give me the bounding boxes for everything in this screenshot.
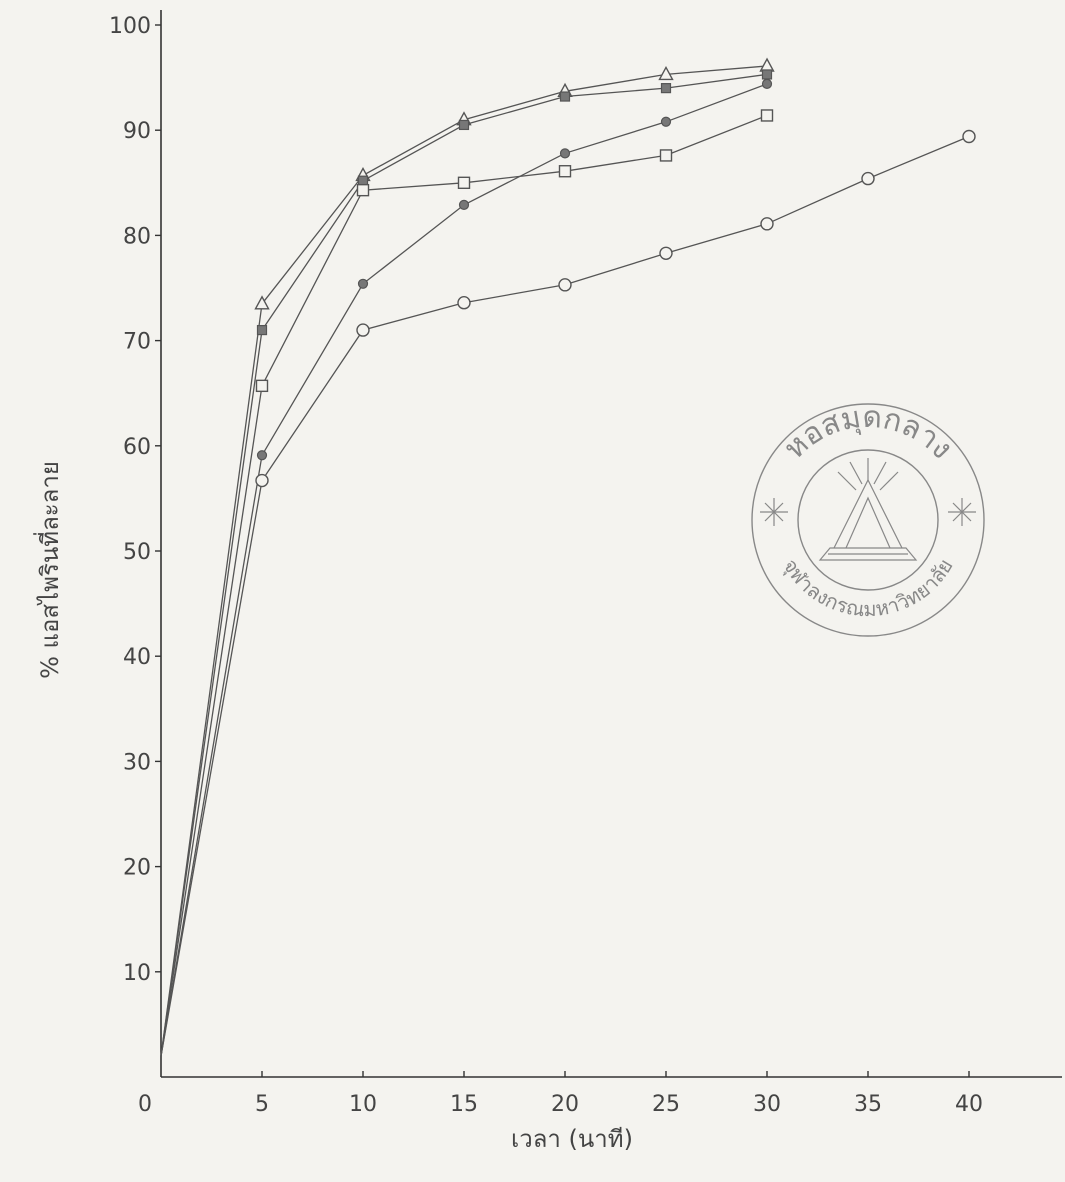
x-axis-title: เวลา (นาที): [511, 1125, 633, 1153]
y-tick-label: 60: [123, 435, 151, 460]
seal-star-right-icon: [948, 498, 976, 526]
data-point: [458, 119, 470, 131]
y-tick-label: 80: [123, 224, 151, 249]
data-point: [660, 83, 672, 94]
data-point: [457, 296, 471, 310]
data-point: [658, 65, 674, 81]
x-tick-label: 35: [854, 1092, 882, 1117]
data-point: [356, 323, 370, 337]
data-point: [558, 165, 572, 178]
axes: 0 5 10 15 20 25 30 35 40 10 20 30 40 50 60 70 80 90 100: [109, 10, 1062, 1117]
x-tick-label: 15: [450, 1092, 478, 1117]
data-point: [660, 116, 672, 127]
data-point: [457, 176, 471, 190]
series-layer: [160, 57, 976, 1057]
data-point: [255, 379, 269, 393]
y-tick-label: 40: [123, 645, 151, 670]
series-line-4: [160, 83, 768, 1057]
series-line-3: [160, 114, 768, 1057]
y-axis-title: % แอสไพรินที่ละลาย: [33, 461, 64, 679]
y-tick-label: 10: [123, 961, 151, 986]
data-point: [254, 295, 270, 310]
data-point: [759, 57, 775, 72]
data-point: [458, 199, 470, 210]
data-point: [760, 109, 774, 122]
data-point: [256, 324, 268, 336]
data-point: [559, 91, 571, 102]
seal-emblem-icon: [818, 458, 918, 561]
data-point: [256, 450, 268, 461]
x-tick-label: 20: [551, 1092, 579, 1117]
seal-star-left-icon: [760, 498, 788, 526]
x-tick-label: 40: [955, 1092, 983, 1117]
y-tick-label: 70: [123, 330, 151, 355]
data-point: [357, 278, 369, 289]
seal-bottom-text: จุฬาลงกรณมหาวิทยาลัย: [778, 555, 958, 622]
x-tick-label: 5: [255, 1092, 269, 1117]
data-point: [861, 171, 875, 186]
y-tick-label: 50: [123, 540, 151, 565]
x-tick-label: 10: [349, 1092, 377, 1117]
series-line-1: [160, 65, 768, 1057]
data-point: [558, 278, 572, 292]
library-seal-stamp: หอสมุดกลาง จุฬาลงกรณมหาวิทยาลัย: [751, 400, 985, 637]
y-tick-label: 100: [109, 14, 151, 39]
data-point: [659, 246, 673, 260]
seal-top-text: หอสมุดกลาง: [777, 400, 959, 466]
data-point: [761, 69, 773, 80]
y-tick-label: 90: [123, 119, 151, 144]
data-point: [559, 148, 571, 159]
data-point: [962, 129, 976, 144]
data-point: [357, 175, 369, 186]
data-point: [760, 217, 774, 231]
y-tick-label: 30: [123, 750, 151, 775]
y-tick-label: 20: [123, 856, 151, 881]
data-point: [255, 473, 269, 488]
series-line-2: [160, 73, 768, 1057]
x-tick-label: 25: [652, 1092, 680, 1117]
data-point: [356, 183, 370, 197]
data-point: [761, 78, 773, 90]
x-tick-label: 0: [138, 1092, 152, 1117]
data-point: [659, 149, 673, 162]
x-tick-label: 30: [753, 1092, 781, 1117]
